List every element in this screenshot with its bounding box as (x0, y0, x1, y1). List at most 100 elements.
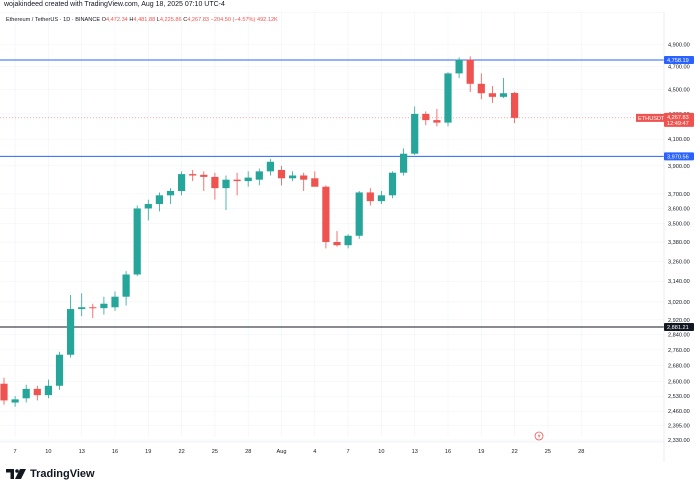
y-tick-label: 2,680.00 (668, 364, 690, 370)
x-tick-label: Aug (277, 449, 287, 455)
candle-body (377, 195, 385, 202)
x-tick-label: 13 (79, 449, 85, 455)
lightning-icon[interactable] (534, 431, 544, 441)
plot-area[interactable] (0, 12, 664, 462)
candle-body (78, 307, 86, 310)
chart-header: Ethereum / TetherUS · 1D · BINANCE O4,47… (6, 17, 278, 23)
x-tick-label: 25 (212, 449, 218, 455)
candle-body (466, 59, 474, 84)
candle-body (89, 307, 97, 309)
candle-body (55, 354, 64, 386)
price-tag-countdown: 12:49:47 (667, 121, 689, 127)
y-tick-label: 2,395.00 (668, 423, 690, 429)
grid-lines (0, 12, 664, 441)
candle-body (100, 303, 108, 309)
candle-body (189, 174, 197, 176)
footer-bar: TradingView (0, 462, 700, 486)
tradingview-logo[interactable]: TradingView (6, 467, 95, 481)
candle-body (111, 296, 119, 308)
y-tick-label: 2,760.00 (668, 348, 690, 354)
candle-body (433, 120, 441, 123)
x-tick-label: 4 (313, 449, 316, 455)
candle-body (400, 153, 408, 173)
level-tag-label: 2,881.21 (667, 325, 689, 331)
symbol-tag (636, 113, 664, 122)
candle-body (333, 242, 341, 246)
candle-body (344, 235, 352, 246)
x-tick-label: 22 (511, 449, 517, 455)
candle-body (200, 174, 208, 177)
y-tick-label: 4,100.00 (668, 137, 690, 143)
candle-body (322, 186, 330, 243)
candle-body (366, 192, 374, 202)
candle-body (266, 161, 274, 172)
ohlc-value: 4,225.86 (160, 17, 183, 23)
price-change: −204.50 (−4.57%) (211, 17, 257, 23)
level-tag-label: 4,758.19 (667, 58, 689, 64)
candle-body (155, 195, 163, 205)
x-tick-label: 16 (112, 449, 118, 455)
candle-body (499, 93, 508, 97)
candle-body (133, 208, 141, 275)
x-tick-label: 19 (478, 449, 484, 455)
price-axis[interactable]: 4,900.004,700.004,500.004,300.004,100.00… (663, 12, 690, 462)
symbol-header: Ethereum / TetherUS · 1D · BINANCE O4,47… (6, 17, 278, 23)
x-tick-label: 28 (245, 449, 251, 455)
created-with-caption: wojakindeed created with TradingView.com… (4, 1, 225, 8)
candle-body (11, 399, 19, 403)
candle-body (255, 171, 263, 180)
candle-body (289, 175, 297, 179)
price-tag-value: 4,267.83 (667, 115, 689, 121)
candle-body (488, 93, 496, 97)
x-tick-label: 28 (578, 449, 584, 455)
x-tick-label: 10 (378, 449, 384, 455)
y-tick-label: 2,330.00 (668, 438, 690, 444)
x-tick-label: 13 (412, 449, 418, 455)
candle-body (511, 92, 519, 118)
price-tag (664, 112, 694, 127)
x-tick-label: 25 (545, 449, 551, 455)
candle-body (300, 175, 308, 180)
symbol-name: Ethereum / TetherUS · 1D · BINANCE (6, 17, 102, 23)
ohlc-value: 4,472.34 (106, 17, 129, 23)
level-tag (664, 152, 694, 161)
y-tick-label: 2,920.00 (668, 318, 690, 324)
x-tick-label: 22 (178, 449, 184, 455)
candle-body (222, 179, 230, 189)
candle-body (233, 179, 241, 182)
candle-body (411, 113, 419, 154)
x-tick-label: 16 (445, 449, 451, 455)
y-tick-label: 3,380.00 (668, 240, 690, 246)
candle-body (244, 177, 252, 182)
y-tick-label: 3,020.00 (668, 300, 690, 306)
candle-body (355, 192, 363, 236)
tradingview-logo-icon (6, 469, 26, 479)
candle-body (211, 176, 219, 189)
y-tick-label: 4,500.00 (668, 88, 690, 94)
candle-body (422, 113, 430, 121)
candle-body (455, 59, 463, 74)
candles-layer (0, 56, 519, 407)
x-tick-label: 7 (14, 449, 17, 455)
ohlc-value: 4,267.83 (187, 17, 210, 23)
candle-body (144, 204, 152, 209)
x-tick-label: 19 (145, 449, 151, 455)
price-chart[interactable]: 4,900.004,700.004,500.004,300.004,100.00… (0, 12, 700, 462)
candle-body (477, 83, 485, 94)
y-tick-label: 2,530.00 (668, 394, 690, 400)
y-tick-label: 3,700.00 (668, 192, 690, 198)
ohlc-key: C (183, 17, 187, 23)
candle-body (22, 388, 30, 399)
y-tick-label: 3,500.00 (668, 221, 690, 227)
y-tick-label: 2,840.00 (668, 333, 690, 339)
candle-body (444, 73, 452, 123)
top-caption-bar: wojakindeed created with TradingView.com… (0, 0, 700, 12)
y-tick-label: 3,900.00 (668, 164, 690, 170)
ohlc-key: H (129, 17, 133, 23)
candle-body (311, 178, 319, 187)
time-axis[interactable]: 7 10 13 16 19 22 25 28 Aug 4 7 10 13 16 19 22 25 28 (0, 441, 664, 455)
y-tick-label: 4,900.00 (668, 42, 690, 48)
price-tags: 4,758.19 3,970.56 2,881.21 ETHUSDT 4,267.831… (636, 56, 694, 331)
x-tick-label: 10 (45, 449, 51, 455)
level-tag-label: 3,970.56 (667, 154, 689, 160)
